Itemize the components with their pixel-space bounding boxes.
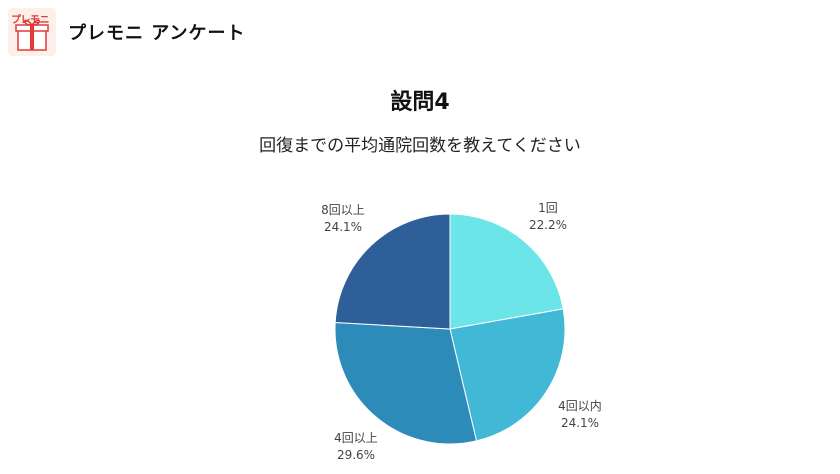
slice-value-label: 29.6% <box>337 448 375 462</box>
question-title: 設問4 <box>390 90 450 115</box>
app-logo[interactable]: プレモニ <box>8 8 56 56</box>
app-title: プレモニ アンケート <box>68 23 246 44</box>
app-header: プレモニ プレモニ アンケート <box>8 6 246 58</box>
slice-category-label: 4回以内 <box>558 399 602 413</box>
question-subtitle: 回復までの平均通院回数を教えてください <box>259 136 581 156</box>
logo-text: プレモニ <box>11 15 50 26</box>
slice-value-label: 22.2% <box>529 218 567 232</box>
pie-slice-3 <box>334 321 478 445</box>
slice-category-label: 8回以上 <box>321 203 365 217</box>
slice-value-label: 24.1% <box>324 220 362 234</box>
pie-slice-1 <box>449 213 564 330</box>
slice-category-label: 4回以上 <box>334 431 378 445</box>
slice-value-label: 24.1% <box>561 416 599 430</box>
gift-box-icon <box>15 19 49 51</box>
slice-category-label: 1回 <box>538 201 558 215</box>
pie-slice-4 <box>334 213 451 330</box>
pie-slice-2 <box>449 308 566 442</box>
